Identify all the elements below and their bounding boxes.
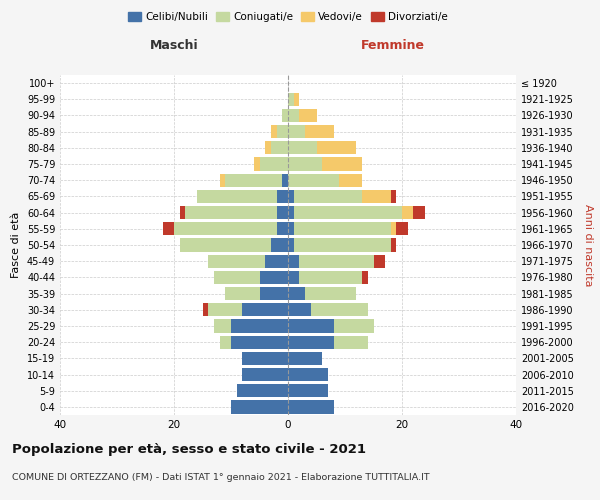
Bar bbox=[294, 238, 391, 252]
Bar bbox=[208, 303, 242, 316]
Bar bbox=[180, 238, 271, 252]
Bar bbox=[391, 238, 397, 252]
Bar bbox=[340, 174, 362, 187]
Bar bbox=[174, 222, 277, 235]
Bar bbox=[242, 303, 288, 316]
Bar bbox=[288, 206, 294, 220]
Bar bbox=[260, 270, 288, 284]
Bar bbox=[402, 206, 413, 220]
Bar bbox=[260, 287, 288, 300]
Bar bbox=[288, 368, 328, 381]
Bar bbox=[231, 400, 288, 413]
Y-axis label: Fasce di età: Fasce di età bbox=[11, 212, 21, 278]
Bar bbox=[242, 352, 288, 365]
Bar bbox=[362, 270, 368, 284]
Bar bbox=[299, 109, 317, 122]
Bar bbox=[362, 190, 391, 203]
Bar bbox=[305, 125, 334, 138]
Bar bbox=[226, 174, 283, 187]
Bar bbox=[299, 270, 362, 284]
Bar bbox=[294, 92, 299, 106]
Bar bbox=[242, 368, 288, 381]
Legend: Celibi/Nubili, Coniugati/e, Vedovi/e, Divorziati/e: Celibi/Nubili, Coniugati/e, Vedovi/e, Di… bbox=[124, 8, 452, 26]
Bar bbox=[288, 303, 311, 316]
Bar bbox=[214, 320, 231, 332]
Bar bbox=[288, 400, 334, 413]
Bar bbox=[236, 384, 288, 398]
Bar bbox=[283, 109, 288, 122]
Bar bbox=[413, 206, 425, 220]
Bar bbox=[288, 190, 294, 203]
Bar bbox=[231, 320, 288, 332]
Bar bbox=[283, 174, 288, 187]
Bar bbox=[208, 254, 265, 268]
Bar bbox=[322, 158, 362, 170]
Bar bbox=[317, 141, 356, 154]
Bar bbox=[288, 352, 322, 365]
Y-axis label: Anni di nascita: Anni di nascita bbox=[583, 204, 593, 286]
Bar bbox=[288, 287, 305, 300]
Bar bbox=[288, 336, 334, 349]
Bar bbox=[260, 158, 288, 170]
Bar bbox=[288, 141, 317, 154]
Bar bbox=[288, 270, 299, 284]
Bar bbox=[277, 125, 288, 138]
Bar bbox=[288, 238, 294, 252]
Bar bbox=[226, 287, 260, 300]
Bar bbox=[180, 206, 185, 220]
Bar bbox=[288, 125, 305, 138]
Bar bbox=[288, 320, 334, 332]
Bar bbox=[288, 254, 299, 268]
Bar bbox=[334, 336, 368, 349]
Bar bbox=[265, 141, 271, 154]
Bar bbox=[277, 206, 288, 220]
Bar bbox=[197, 190, 277, 203]
Bar bbox=[277, 190, 288, 203]
Bar bbox=[220, 174, 226, 187]
Bar bbox=[311, 303, 368, 316]
Bar bbox=[294, 222, 391, 235]
Bar bbox=[220, 336, 231, 349]
Bar bbox=[397, 222, 408, 235]
Bar bbox=[391, 222, 397, 235]
Text: Maschi: Maschi bbox=[149, 40, 199, 52]
Bar bbox=[185, 206, 277, 220]
Bar bbox=[288, 109, 299, 122]
Bar bbox=[305, 287, 356, 300]
Bar bbox=[265, 254, 288, 268]
Bar bbox=[391, 190, 397, 203]
Bar bbox=[277, 222, 288, 235]
Bar bbox=[203, 303, 208, 316]
Bar bbox=[271, 141, 288, 154]
Bar bbox=[214, 270, 260, 284]
Bar bbox=[288, 222, 294, 235]
Bar bbox=[288, 92, 294, 106]
Bar bbox=[288, 158, 322, 170]
Bar bbox=[163, 222, 174, 235]
Bar bbox=[294, 190, 362, 203]
Bar bbox=[231, 336, 288, 349]
Bar bbox=[299, 254, 373, 268]
Bar bbox=[334, 320, 373, 332]
Bar bbox=[271, 238, 288, 252]
Bar bbox=[294, 206, 402, 220]
Bar bbox=[373, 254, 385, 268]
Text: Popolazione per età, sesso e stato civile - 2021: Popolazione per età, sesso e stato civil… bbox=[12, 442, 366, 456]
Bar bbox=[254, 158, 260, 170]
Text: Femmine: Femmine bbox=[361, 40, 425, 52]
Bar bbox=[271, 125, 277, 138]
Bar bbox=[288, 384, 328, 398]
Bar bbox=[288, 174, 340, 187]
Text: COMUNE DI ORTEZZANO (FM) - Dati ISTAT 1° gennaio 2021 - Elaborazione TUTTITALIA.: COMUNE DI ORTEZZANO (FM) - Dati ISTAT 1°… bbox=[12, 472, 430, 482]
